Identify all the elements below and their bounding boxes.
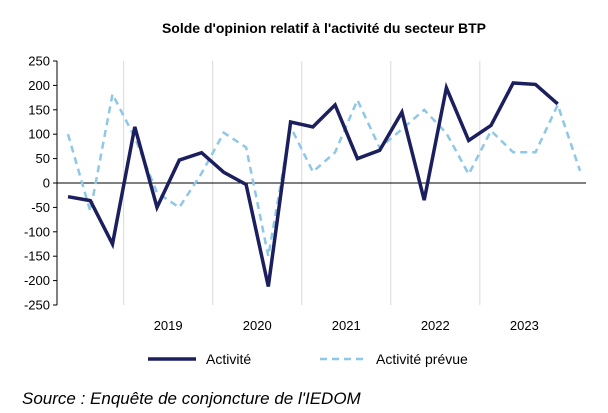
y-axis: 250 200 150 100 50 0 -50 -100 -150 -200 -250 (24, 54, 58, 313)
x-tick-label: 2020 (243, 318, 272, 333)
legend-label-activite-prevue: Activité prévue (376, 351, 468, 367)
y-tick-label: -100 (24, 224, 50, 239)
x-axis: 2019 2020 2021 2022 2023 (57, 182, 586, 333)
x-tick-label: 2021 (332, 318, 361, 333)
series-line-activite (67, 81, 559, 287)
y-tick-label: 50 (36, 151, 50, 166)
y-tick-label: -50 (31, 200, 50, 215)
y-tick-label: -200 (24, 273, 50, 288)
y-tick-label: 0 (43, 176, 50, 191)
y-tick-label: 100 (28, 127, 50, 142)
y-tick-label: -150 (24, 249, 50, 264)
y-tick-label: 250 (28, 54, 50, 69)
chart-title: Solde d'opinion relatif à l'activité du … (162, 20, 486, 36)
legend-label-activite: Activité (206, 351, 251, 367)
y-tick-label: 150 (28, 102, 50, 117)
y-tick-label: 200 (28, 78, 50, 93)
series-lines (66, 81, 582, 287)
source-note: Source : Enquête de conjoncture de l'IED… (22, 389, 362, 408)
x-tick-label: 2022 (421, 318, 450, 333)
x-tick-label: 2019 (154, 318, 183, 333)
legend: Activité Activité prévue (148, 351, 468, 367)
series-line-activite-prevue (66, 90, 582, 257)
y-tick-label: -250 (24, 298, 50, 313)
x-tick-label: 2023 (510, 318, 539, 333)
